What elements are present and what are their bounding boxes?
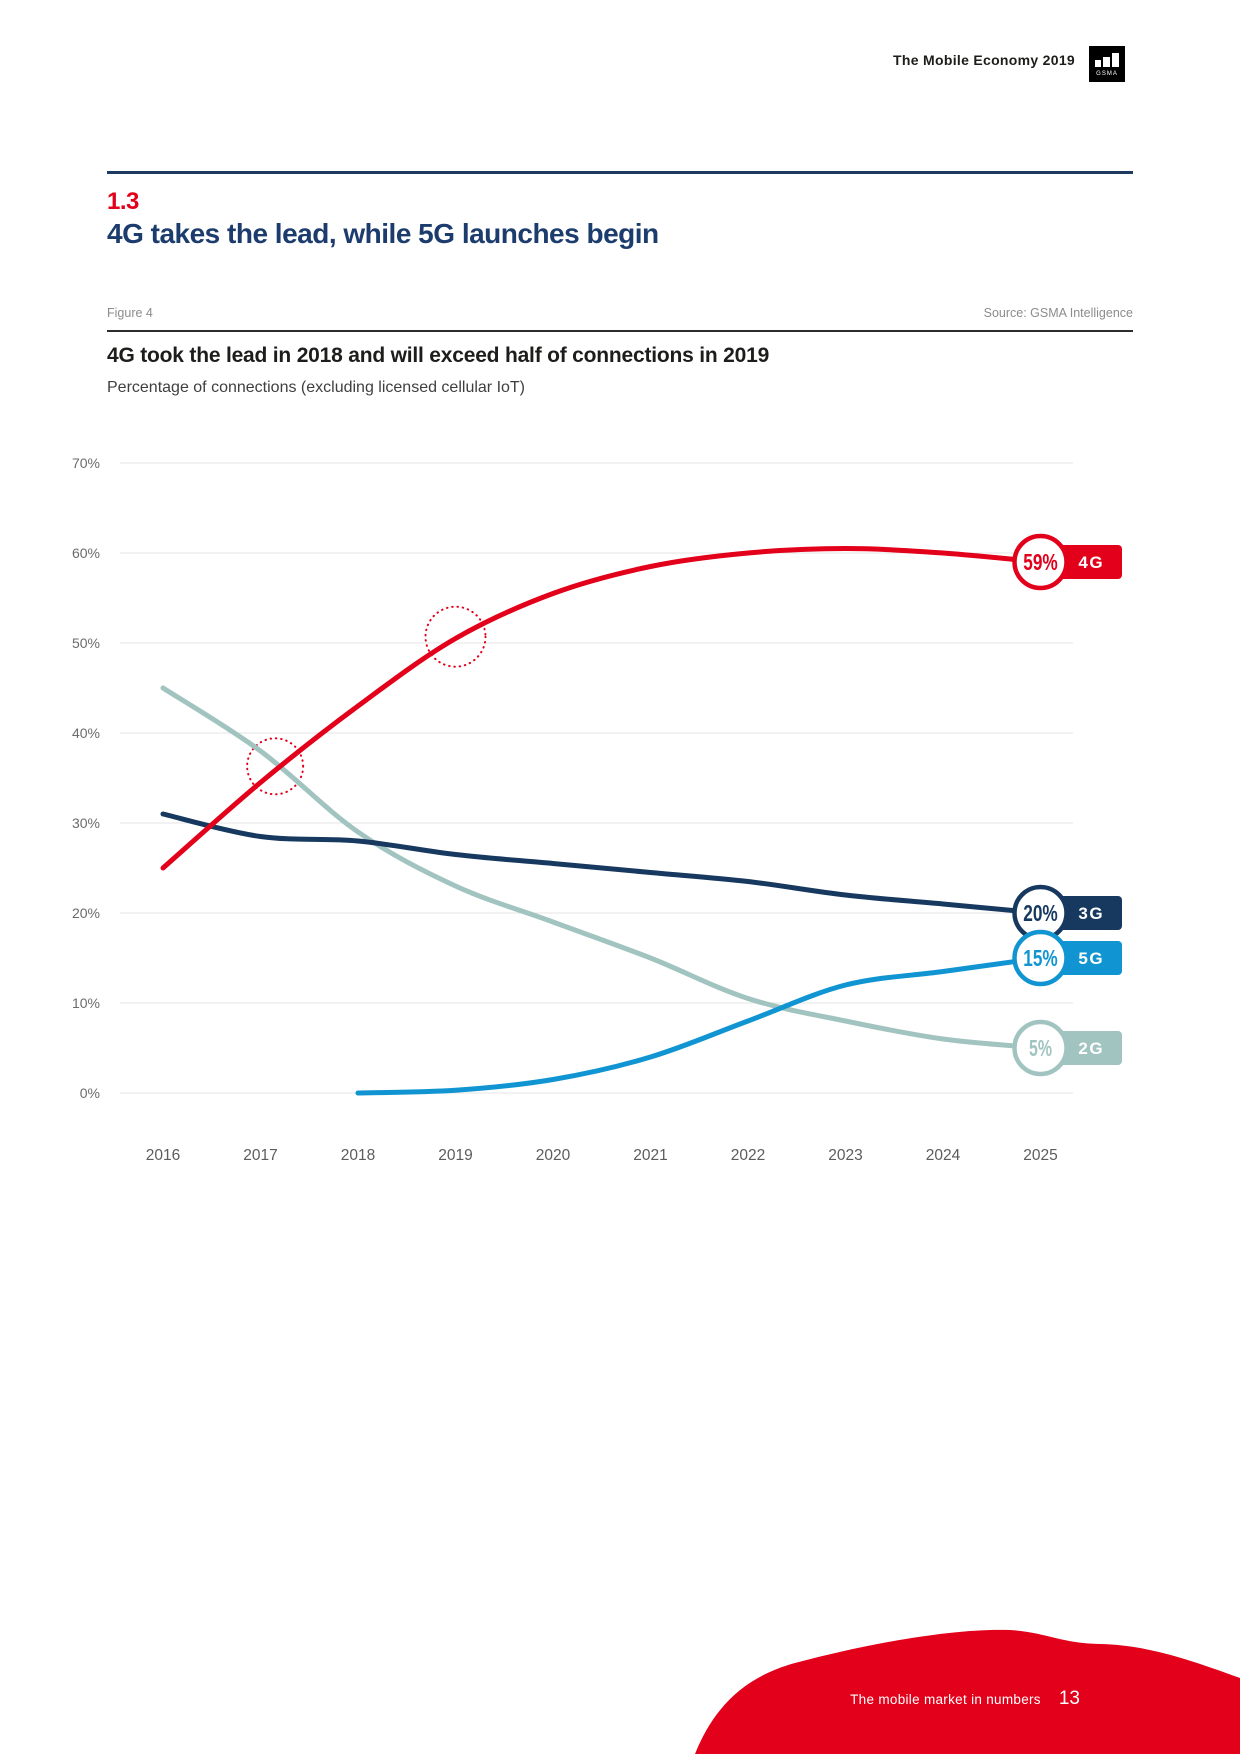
series-line-3G (160, 811, 1043, 916)
y-axis-tick: 0% (80, 1085, 100, 1101)
series-line-5G (355, 955, 1043, 1096)
end-label-tag-3G: 3G (1078, 904, 1104, 923)
figure-divider (107, 330, 1133, 332)
annotation-circle-1 (246, 737, 305, 796)
page-number: 13 (1058, 1688, 1080, 1709)
chart-title: 4G took the lead in 2018 and will exceed… (107, 344, 770, 367)
chart-subtitle: Percentage of connections (excluding lic… (107, 379, 526, 396)
x-axis-tick: 2020 (536, 1147, 571, 1164)
annotation-circle-2 (424, 605, 487, 668)
top-divider (107, 171, 1133, 174)
end-label-value-3G: 20% (1023, 900, 1058, 926)
footer: The mobile market in numbers 13 (850, 1688, 1080, 1710)
figure-label: Figure 4 (107, 306, 153, 320)
end-label-value-2G: 5% (1029, 1035, 1052, 1061)
end-label-tag-4G: 4G (1078, 553, 1104, 572)
x-axis-tick: 2021 (633, 1147, 667, 1164)
end-label-box-4G (1054, 545, 1122, 579)
end-label-value-5G: 15% (1023, 945, 1058, 971)
end-label-value-4G: 59% (1023, 549, 1058, 575)
y-axis-tick: 10% (72, 995, 100, 1011)
gsma-logo-bar-large (1112, 53, 1119, 67)
line-chart: 0% 10% 20% 30% 40% 50% 60% 70% 2016 2017 2018 2019 2… (72, 455, 1122, 1164)
x-axis-tick: 2023 (828, 1147, 862, 1164)
section-number: 1.3 (107, 188, 139, 215)
footer-ribbon (695, 1629, 1240, 1754)
footer-ribbon-shape (695, 1629, 1240, 1754)
series-line-4G (160, 546, 1043, 871)
footer-label: The mobile market in numbers (850, 1691, 1041, 1707)
end-label-box-3G (1054, 896, 1122, 930)
section-heading: 4G takes the lead, while 5G launches beg… (107, 218, 659, 249)
y-axis-tick: 50% (72, 635, 100, 651)
x-axis-tick: 2025 (1023, 1147, 1057, 1164)
end-label-box-2G (1054, 1031, 1122, 1065)
x-axis-tick: 2017 (243, 1147, 277, 1164)
y-axis-tick: 30% (72, 815, 100, 831)
figure-source: Source: GSMA Intelligence (983, 306, 1133, 320)
x-axis-tick: 2022 (731, 1147, 765, 1164)
end-label-circle-2G (1012, 1019, 1069, 1077)
gsma-logo: GSMA (1089, 46, 1125, 82)
gsma-logo-text: GSMA (1096, 71, 1118, 77)
end-label-circle-4G (1012, 533, 1069, 591)
x-axis-tick: 2018 (341, 1147, 375, 1164)
end-label-box-5G (1054, 941, 1122, 975)
y-axis-tick: 20% (72, 905, 100, 921)
y-axis-tick: 70% (72, 455, 100, 471)
x-axis-tick: 2024 (926, 1147, 961, 1164)
end-label-tag-5G: 5G (1078, 949, 1104, 968)
x-axis-tick: 2016 (146, 1147, 180, 1164)
y-axis-tick: 40% (72, 725, 100, 741)
report-title: The Mobile Economy 2019 (893, 52, 1075, 68)
end-label-tag-2G: 2G (1078, 1039, 1104, 1058)
x-axis-tick: 2019 (438, 1147, 472, 1164)
y-axis-tick: 60% (72, 545, 100, 561)
gsma-logo-bar-medium (1103, 57, 1110, 67)
gsma-logo-bar-small (1095, 60, 1101, 67)
end-label-circle-5G (1012, 929, 1069, 987)
series-line-2G (160, 685, 1043, 1051)
